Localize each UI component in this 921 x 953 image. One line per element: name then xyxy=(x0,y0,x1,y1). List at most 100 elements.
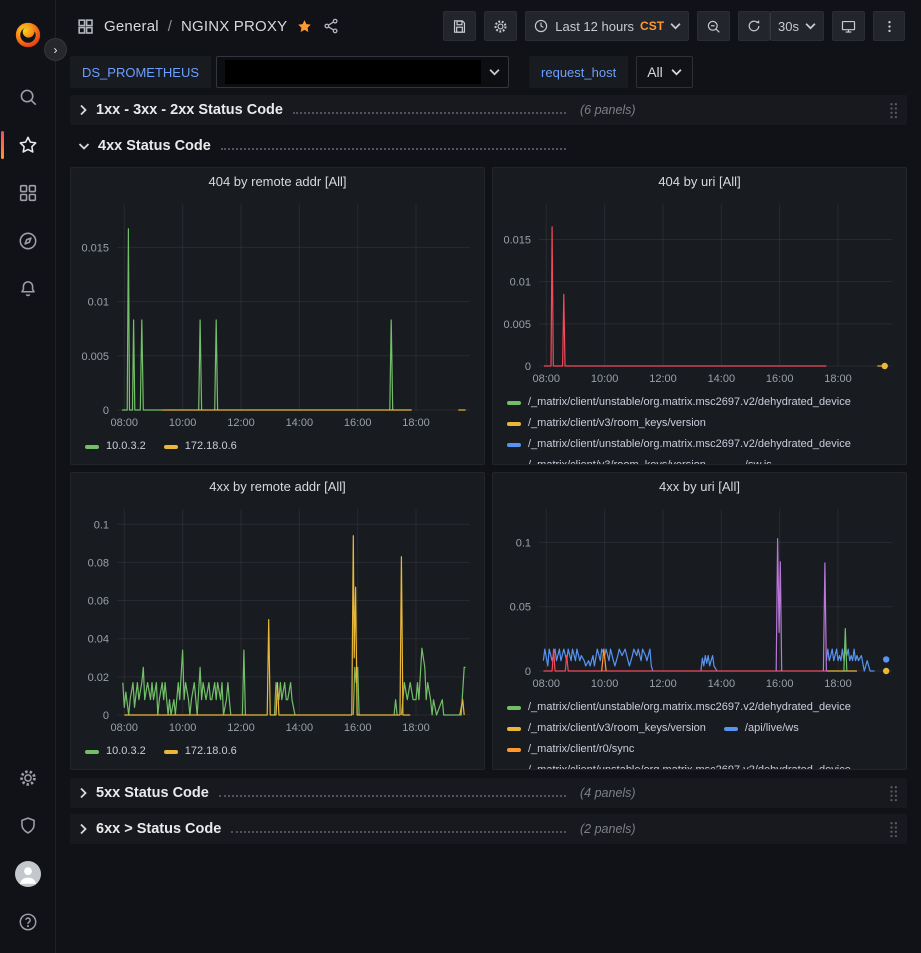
dashboard-settings-button[interactable] xyxy=(484,11,518,41)
row-4xx[interactable]: 4xx Status Code xyxy=(70,131,907,161)
refresh-interval-dropdown[interactable]: 30s xyxy=(770,11,824,41)
sidebar-item-alerting[interactable] xyxy=(6,268,50,310)
legend-item[interactable]: 10.0.3.2 xyxy=(85,741,146,762)
svg-text:0.01: 0.01 xyxy=(510,277,531,289)
chart-canvas[interactable]: 0 0.02 0.04 0.06 0.08 0.1 08:00 10:00 12:00 14:00… xyxy=(71,499,484,737)
datasource-select[interactable] xyxy=(216,56,510,88)
row-1xx-3xx-2xx[interactable]: 1xx - 3xx - 2xx Status Code (6 panels) xyxy=(70,95,907,125)
svg-text:12:00: 12:00 xyxy=(649,373,677,385)
chart-canvas[interactable]: 0 0.005 0.01 0.015 08:00 10:00 12:00 14:00 16:00… xyxy=(493,194,906,388)
sidebar-item-help[interactable] xyxy=(6,901,50,943)
share-icon[interactable] xyxy=(322,17,340,35)
apps-grid-icon[interactable] xyxy=(76,17,95,36)
svg-text:18:00: 18:00 xyxy=(402,722,430,734)
row-dots-leader xyxy=(218,795,566,797)
svg-text:12:00: 12:00 xyxy=(649,678,677,690)
datasource-variable-label[interactable]: DS_PROMETHEUS xyxy=(70,56,212,88)
svg-text:0.01: 0.01 xyxy=(88,297,109,309)
compass-icon xyxy=(19,232,36,250)
svg-text:0.015: 0.015 xyxy=(81,242,109,254)
kiosk-mode-button[interactable] xyxy=(832,11,865,41)
panel-title-menu[interactable]: 4xx by remote addr [All] xyxy=(71,473,484,499)
legend-item[interactable]: /_matrix/client/v3/room_keys/version xyxy=(507,413,706,434)
row-drag-handle-icon[interactable] xyxy=(888,785,899,802)
page-title[interactable]: NGINX PROXY xyxy=(180,17,288,35)
request-host-label[interactable]: request_host xyxy=(529,56,629,88)
legend-item[interactable]: /_matrix/client/r0/sync xyxy=(507,739,634,760)
sidebar-item-profile[interactable] xyxy=(6,853,50,895)
chart-plot[interactable]: 0 0.005 0.01 0.015 08:00 10:00 12:00 14:00 16:00… xyxy=(493,194,906,388)
chart-legend: 10.0.3.2 172.18.0.6 xyxy=(71,737,484,769)
legend-swatch xyxy=(507,726,521,731)
legend-item[interactable]: /sw.js xyxy=(723,455,772,464)
refresh-button[interactable] xyxy=(738,11,771,41)
legend-item[interactable]: /_matrix/client/v3/room_keys/version xyxy=(507,718,706,739)
row-panel-count: (2 panels) xyxy=(580,822,636,836)
legend-label: /_matrix/client/unstable/org.matrix.msc2… xyxy=(528,438,851,450)
more-options-button[interactable] xyxy=(873,11,905,41)
gear-icon xyxy=(494,19,507,33)
row-drag-handle-icon[interactable] xyxy=(888,821,899,838)
svg-text:16:00: 16:00 xyxy=(766,373,794,385)
breadcrumb-section[interactable]: General xyxy=(104,17,159,35)
row-5xx[interactable]: 5xx Status Code (4 panels) xyxy=(70,778,907,808)
chevron-down-icon xyxy=(489,69,500,76)
row-title: 6xx > Status Code xyxy=(96,821,222,837)
sidebar-item-starred[interactable] xyxy=(0,124,50,166)
chevron-right-icon xyxy=(78,787,88,799)
sidebar-item-dashboards[interactable] xyxy=(6,172,50,214)
legend-swatch xyxy=(507,400,521,405)
chart-plot[interactable]: 0 0.05 0.1 08:00 10:00 12:00 14:00 16:00 18:00 xyxy=(493,499,906,693)
zoom-out-time-button[interactable] xyxy=(697,11,731,41)
legend-item[interactable]: 10.0.3.2 xyxy=(85,436,146,457)
sidebar-item-configuration[interactable] xyxy=(6,757,50,799)
legend-item[interactable]: /api/live/ws xyxy=(723,718,799,739)
row-drag-handle-icon[interactable] xyxy=(888,102,899,119)
gear-icon xyxy=(19,770,36,786)
svg-text:10:00: 10:00 xyxy=(169,417,197,429)
legend-swatch xyxy=(507,747,521,752)
sidebar-item-search[interactable] xyxy=(6,76,50,118)
row-6xx[interactable]: 6xx > Status Code (2 panels) xyxy=(70,814,907,844)
request-host-select[interactable]: All xyxy=(636,56,693,88)
row-panel-count: (6 panels) xyxy=(580,103,636,117)
chevron-right-icon xyxy=(78,104,88,116)
sidebar-item-explore[interactable] xyxy=(6,220,50,262)
timezone-label: CST xyxy=(640,19,665,33)
grafana-logo[interactable] xyxy=(6,14,50,56)
save-dashboard-button[interactable] xyxy=(443,11,477,41)
legend-swatch xyxy=(507,768,521,769)
legend-swatch xyxy=(723,463,738,464)
time-range-picker[interactable]: Last 12 hours CST xyxy=(525,11,690,41)
request-host-value: All xyxy=(647,64,663,80)
time-range-label: Last 12 hours xyxy=(555,18,635,34)
chart-canvas[interactable]: 0 0.05 0.1 08:00 10:00 12:00 14:00 16:00 18:00 xyxy=(493,499,906,693)
svg-text:16:00: 16:00 xyxy=(344,417,372,429)
svg-text:10:00: 10:00 xyxy=(169,722,197,734)
legend-item[interactable]: /_matrix/client/unstable/org.matrix.msc2… xyxy=(507,392,851,413)
legend-item[interactable]: /_matrix/client/unstable/org.matrix.msc2… xyxy=(507,434,851,455)
chart-canvas[interactable]: 0 0.005 0.01 0.015 08:00 10:00 12:00 14:00 16:00… xyxy=(71,194,484,432)
chart-legend: 10.0.3.2 172.18.0.6 xyxy=(71,432,484,464)
legend-item[interactable]: 172.18.0.6 xyxy=(163,436,237,457)
panel-title-menu[interactable]: 404 by uri [All] xyxy=(493,168,906,194)
sidebar-item-server-admin[interactable] xyxy=(6,805,50,847)
legend-swatch xyxy=(507,705,521,710)
panel-title-menu[interactable]: 404 by remote addr [All] xyxy=(71,168,484,194)
panel-title-menu[interactable]: 4xx by uri [All] xyxy=(493,473,906,499)
chart-plot[interactable]: 0 0.02 0.04 0.06 0.08 0.1 08:00 10:00 12:00 14:00… xyxy=(71,499,484,737)
legend-item[interactable]: /_matrix/client/unstable/org.matrix.msc2… xyxy=(507,760,851,769)
legend-item[interactable]: 172.18.0.6 xyxy=(163,741,237,762)
legend-swatch xyxy=(163,444,178,449)
chart-plot[interactable]: 0 0.005 0.01 0.015 08:00 10:00 12:00 14:00 16:00… xyxy=(71,194,484,432)
legend-label: /_matrix/client/r0/sync xyxy=(528,743,635,755)
svg-text:0.04: 0.04 xyxy=(88,634,109,646)
legend-item[interactable]: /_matrix/client/v3/room_keys/version xyxy=(507,455,706,464)
sidebar-expand-button[interactable]: › xyxy=(44,38,67,61)
favorite-star-icon[interactable] xyxy=(296,18,313,35)
legend-swatch xyxy=(163,749,178,754)
legend-item[interactable]: /_matrix/client/unstable/org.matrix.msc2… xyxy=(507,697,851,718)
svg-text:0.08: 0.08 xyxy=(88,557,109,569)
svg-text:14:00: 14:00 xyxy=(708,373,736,385)
help-icon xyxy=(19,913,36,931)
